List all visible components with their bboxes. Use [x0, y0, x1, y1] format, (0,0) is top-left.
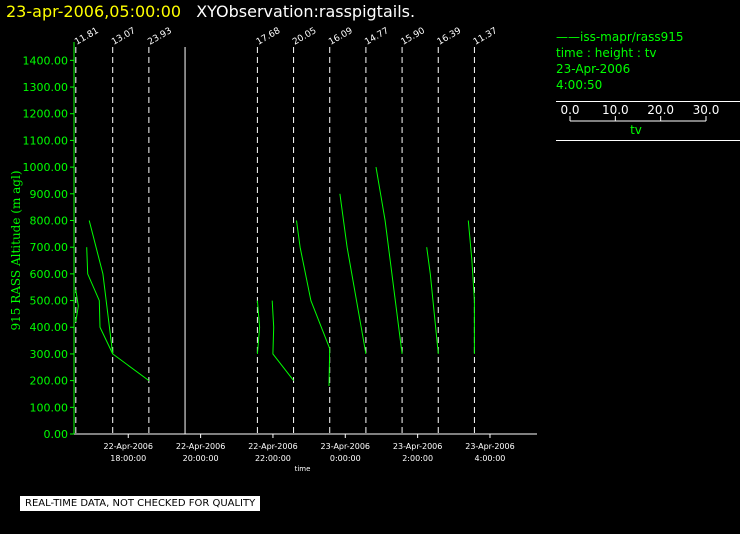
legend-separator	[556, 140, 740, 141]
scale-tick-label: 20.0	[647, 103, 674, 117]
y-tick-label: 100.00	[30, 401, 69, 414]
series-line	[339, 193, 367, 354]
series-line	[256, 300, 261, 354]
y-tick-label: 1000.00	[23, 161, 69, 174]
series-line	[271, 300, 294, 381]
legend-line-2: 23-Apr-2006	[556, 62, 631, 76]
series-line	[467, 220, 475, 354]
legend-color-scale: 0.0 10.0 20.0 30.0 tv	[560, 103, 720, 137]
marker-label: 14.77	[363, 26, 390, 48]
y-tick-label: 1300.00	[23, 81, 69, 94]
y-tick-label: 1400.00	[23, 54, 69, 67]
y-tick-label: 600.00	[30, 268, 69, 281]
series-line	[86, 247, 114, 355]
marker-label: 16.09	[327, 26, 355, 48]
scale-tick-label: 0.0	[560, 103, 579, 117]
y-tick-label: 500.00	[30, 295, 69, 308]
quality-notice: REAL-TIME DATA, NOT CHECKED FOR QUALITY	[20, 496, 261, 511]
x-tick-time: 22:00:00	[255, 454, 291, 463]
legend-series-line: ——iss-mapr/rass915	[556, 29, 740, 45]
y-tick-label: 0.00	[44, 428, 69, 441]
legend-separator	[556, 101, 740, 102]
marker-label: 11.37	[472, 26, 499, 48]
x-tick-date: 22-Apr-2006	[176, 442, 225, 451]
legend-line-3: 4:00:50	[556, 78, 603, 92]
y-tick-label: 1100.00	[23, 134, 69, 147]
legend-line-1: time : height : tv	[556, 46, 657, 60]
marker-label: 13.07	[110, 26, 137, 48]
y-tick-label: 200.00	[30, 375, 69, 388]
legend-swatch: ——	[556, 30, 580, 44]
marker-label: 17.68	[255, 26, 283, 48]
x-tick-date: 22-Apr-2006	[104, 442, 153, 451]
scale-label: tv	[630, 123, 642, 137]
y-tick-label: 1200.00	[23, 108, 69, 121]
marker-label: 11.81	[73, 26, 100, 48]
scale-tick-label: 30.0	[693, 103, 720, 117]
x-tick-time: 0:00:00	[330, 454, 361, 463]
marker-label: 15.90	[400, 26, 428, 48]
y-tick-label: 900.00	[30, 188, 69, 201]
y-tick-label: 800.00	[30, 214, 69, 227]
series-line	[426, 247, 439, 354]
x-tick-date: 23-Apr-2006	[393, 442, 442, 451]
marker-label: 16.39	[436, 26, 464, 48]
series-line	[88, 220, 150, 382]
x-tick-time: 4:00:00	[475, 454, 506, 463]
x-tick-time: 18:00:00	[110, 454, 146, 463]
header-time: 23-apr-2006,05:00:00	[6, 2, 182, 21]
y-tick-label: 400.00	[30, 321, 69, 334]
header-title: XYObservation:rasspigtails.	[196, 2, 416, 21]
x-tick-time: 2:00:00	[402, 454, 433, 463]
y-tick-label: 700.00	[30, 241, 69, 254]
marker-label: 23.93	[146, 26, 173, 48]
series-line	[296, 220, 331, 387]
legend-series-label: iss-mapr/rass915	[580, 30, 684, 44]
series-line	[375, 167, 403, 354]
x-tick-date: 23-Apr-2006	[465, 442, 514, 451]
chart-header: 23-apr-2006,05:00:00 XYObservation:rassp…	[6, 1, 415, 23]
y-axis-label: 915 RASS Altitude (m agl)	[9, 170, 23, 330]
x-tick-time: 20:00:00	[183, 454, 219, 463]
legend: ——iss-mapr/rass915 time : height : tv 23…	[556, 29, 740, 141]
x-axis-label: time	[295, 465, 311, 473]
x-tick-date: 23-Apr-2006	[321, 442, 370, 451]
y-tick-label: 300.00	[30, 348, 69, 361]
series-line	[75, 289, 79, 322]
x-tick-date: 22-Apr-2006	[248, 442, 297, 451]
marker-label: 20.05	[291, 26, 318, 48]
scale-tick-label: 10.0	[602, 103, 629, 117]
